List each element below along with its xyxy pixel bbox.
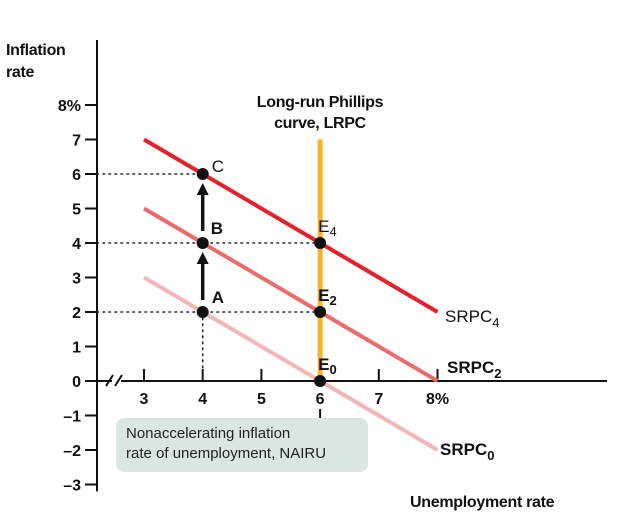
axis-break-mark	[114, 374, 123, 387]
y-tick-label: 0	[72, 374, 81, 391]
y-tick-label: 2	[72, 305, 81, 322]
x-tick-label: 3	[140, 391, 149, 408]
y-tick-label: 4	[72, 236, 81, 253]
lrpc-label-line1: Long-run Phillips	[256, 94, 384, 111]
srpc-2-line	[142, 206, 439, 383]
y-tick-label: 8%	[58, 98, 81, 115]
point-label-E4: E4	[318, 217, 337, 239]
y-tick-label: –3	[63, 478, 81, 495]
point-E4	[314, 237, 327, 249]
x-tick-label: 5	[257, 391, 266, 408]
arrowhead-A-B	[196, 252, 209, 264]
point-A	[196, 306, 209, 318]
x-tick-label: 4	[198, 391, 207, 408]
y-tick-label: 1	[72, 340, 81, 357]
lrpc-label-line2: curve, LRPC	[274, 115, 366, 132]
srpc-2-label: SRPC2	[447, 358, 501, 381]
point-label-C: C	[212, 157, 224, 176]
x-axis-title: Unemployment rate	[410, 494, 555, 511]
y-axis-title-line2: rate	[6, 64, 35, 81]
point-label-A: A	[212, 288, 224, 307]
x-tick-label: 6	[316, 391, 325, 408]
y-tick-label: 7	[72, 133, 81, 150]
nairu-label-line2: rate of unemployment, NAIRU	[126, 445, 327, 462]
y-tick-label: –2	[63, 443, 81, 460]
y-axis-title-line1: Inflation	[6, 42, 66, 59]
point-C	[196, 168, 209, 180]
point-label-E0: E0	[318, 355, 337, 377]
y-tick-label: 3	[72, 271, 81, 288]
y-axis-title: Inflation rate	[6, 40, 96, 84]
srpc-0-label: SRPC0	[440, 440, 494, 463]
lrpc-label: Long-run Phillips curve, LRPC	[230, 92, 410, 134]
nairu-label-line1: Nonaccelerating inflation	[126, 425, 291, 442]
nairu-callout: Nonaccelerating inflation rate of unempl…	[116, 418, 368, 472]
point-E0	[314, 375, 327, 387]
arrowhead-B-C	[196, 183, 209, 195]
x-tick-label: 7	[374, 391, 383, 408]
point-label-E2: E2	[318, 286, 337, 308]
srpc-4-label: SRPC4	[445, 307, 499, 330]
point-B	[196, 237, 209, 249]
srpc-0-line	[142, 275, 439, 452]
y-tick-label: –1	[63, 409, 81, 426]
point-label-B: B	[211, 219, 223, 238]
axis-break-mark	[105, 374, 114, 387]
x-tick-label: 8%	[426, 391, 449, 408]
y-tick-label: 6	[72, 167, 81, 184]
y-tick-label: 5	[72, 202, 81, 219]
srpc-4-line	[142, 137, 439, 314]
point-E2	[314, 306, 327, 318]
